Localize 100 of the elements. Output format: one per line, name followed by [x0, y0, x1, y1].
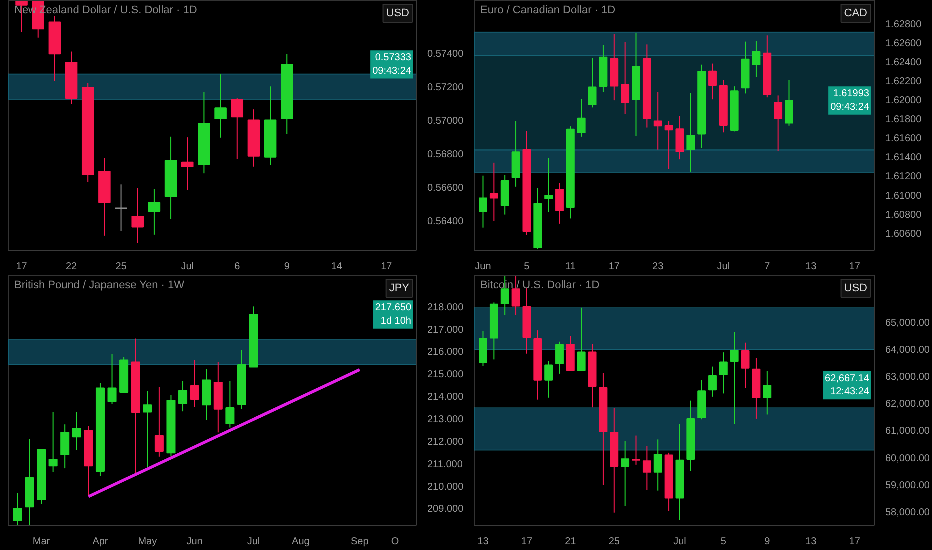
candlestick: [632, 435, 640, 466]
y-tick-label: 209.000: [428, 504, 464, 516]
candlestick: [741, 342, 750, 390]
candlestick: [654, 92, 662, 150]
y-tick-label: 218.000: [428, 302, 464, 314]
candlestick: [588, 58, 597, 108]
y-tick-label: 0.56600: [428, 182, 464, 194]
x-tick-label: Jul: [247, 536, 260, 548]
y-tick-label: 1.62800: [886, 19, 922, 30]
candlestick: [108, 354, 117, 405]
candlestick: [479, 175, 488, 228]
x-tick-label: 25: [608, 536, 620, 548]
candlestick: [231, 98, 244, 160]
candlestick: [621, 42, 630, 115]
candlestick: [178, 380, 188, 412]
x-tick-label: 23: [652, 262, 664, 272]
chart-title: Euro / Canadian Dollar · 1D: [480, 4, 616, 16]
candlestick: [181, 137, 194, 192]
x-tick-label: 17: [849, 536, 861, 548]
annotation: 1.61993 09:43:24: [830, 88, 870, 113]
candlestick: [479, 330, 488, 367]
x-tick-label: 9: [284, 262, 290, 272]
x-tick-label: O: [391, 536, 400, 548]
candlestick: [774, 95, 783, 152]
x-tick-label: 21: [565, 536, 577, 548]
candlestick: [72, 412, 82, 451]
candlestick: [544, 158, 554, 214]
y-tick-label: 0.57400: [428, 48, 464, 60]
candlestick: [642, 446, 652, 491]
x-tick-label: Jul: [674, 536, 686, 548]
candlestick: [577, 307, 586, 372]
candlestick: [654, 439, 662, 492]
y-tick-label: 1.60800: [886, 210, 922, 221]
x-tick-label: 9: [764, 536, 771, 548]
y-tick-label: 210.000: [428, 482, 464, 493]
y-tick-label: 217.000: [428, 324, 464, 336]
x-tick-label: Jun: [186, 536, 203, 548]
y-tick-label: 211.000: [428, 459, 464, 470]
candlestick: [512, 276, 520, 316]
x-tick-label: Jul: [717, 262, 730, 272]
y-tick-label: 65,000.00: [886, 318, 930, 329]
y-tick-label: 1.61400: [886, 152, 922, 164]
candlestick: [143, 390, 152, 468]
annotation: 62,667.14 12:43:24: [825, 373, 870, 398]
y-tick-label: 214.000: [428, 392, 464, 404]
annotation: 217.650 1d 10h: [375, 302, 412, 327]
x-tick-label: 17: [521, 536, 533, 548]
candlestick: [48, 412, 58, 473]
candlestick: [664, 120, 674, 170]
y-tick-label: 0.57000: [428, 116, 464, 127]
y-tick-label: 61,000.00: [886, 426, 930, 438]
candlestick: [621, 440, 630, 507]
candlestick: [544, 360, 554, 398]
y-tick-label: 63,000.00: [886, 372, 930, 384]
y-tick-label: 1.62000: [886, 96, 922, 107]
candlestick: [719, 352, 728, 394]
candlestick: [148, 189, 161, 236]
x-tick-label: Aug: [292, 536, 310, 548]
x-tick-label: May: [138, 536, 158, 548]
candlestick: [13, 492, 22, 526]
candlestick: [708, 63, 717, 100]
x-tick-label: 7: [764, 262, 771, 272]
y-tick-label: 1.60600: [886, 228, 922, 240]
candlestick: [686, 92, 696, 172]
x-tick-label: 17: [16, 262, 28, 272]
x-tick-label: Apr: [92, 536, 109, 548]
y-tick-label: 64,000.00: [886, 345, 930, 356]
y-tick-label: 0.56400: [428, 216, 464, 228]
candlestick: [752, 40, 761, 78]
x-tick-label: 17: [849, 262, 861, 272]
candlestick: [226, 380, 235, 428]
y-axis-title: JPY: [389, 282, 410, 294]
candlestick: [556, 341, 564, 374]
y-tick-label: 58,000.00: [886, 507, 930, 518]
y-axis-title: USD: [844, 282, 868, 294]
x-tick-label: 11: [565, 262, 576, 272]
candlestick: [763, 370, 772, 416]
y-tick-label: 1.62400: [886, 58, 922, 68]
y-tick-label: 1.61000: [886, 190, 922, 202]
x-tick-label: Jun: [475, 262, 492, 272]
x-tick-label: 17: [608, 262, 620, 272]
y-axis-title: USD: [386, 8, 410, 20]
y-tick-label: 60,000.00: [886, 453, 930, 464]
candlestick: [190, 360, 200, 408]
y-axis-title: CAD: [844, 8, 868, 20]
y-tick-label: 0.56800: [428, 149, 464, 160]
y-tick-label: 1.62600: [886, 38, 922, 50]
candlestick: [490, 162, 498, 222]
chart-title: British Pound / Japanese Yen · 1W: [14, 280, 186, 292]
y-tick-label: 1.61800: [886, 114, 922, 126]
y-tick-label: 1.62200: [886, 76, 922, 88]
candlestick: [60, 424, 70, 470]
candlestick: [154, 386, 164, 458]
x-tick-label: 17: [381, 262, 393, 272]
y-tick-label: 216.000: [428, 347, 464, 358]
x-tick-label: 14: [331, 262, 343, 272]
y-tick-label: 213.000: [428, 414, 464, 426]
x-tick-label: 13: [806, 536, 818, 548]
candlestick: [214, 74, 227, 138]
x-tick-label: Jul: [181, 262, 194, 272]
